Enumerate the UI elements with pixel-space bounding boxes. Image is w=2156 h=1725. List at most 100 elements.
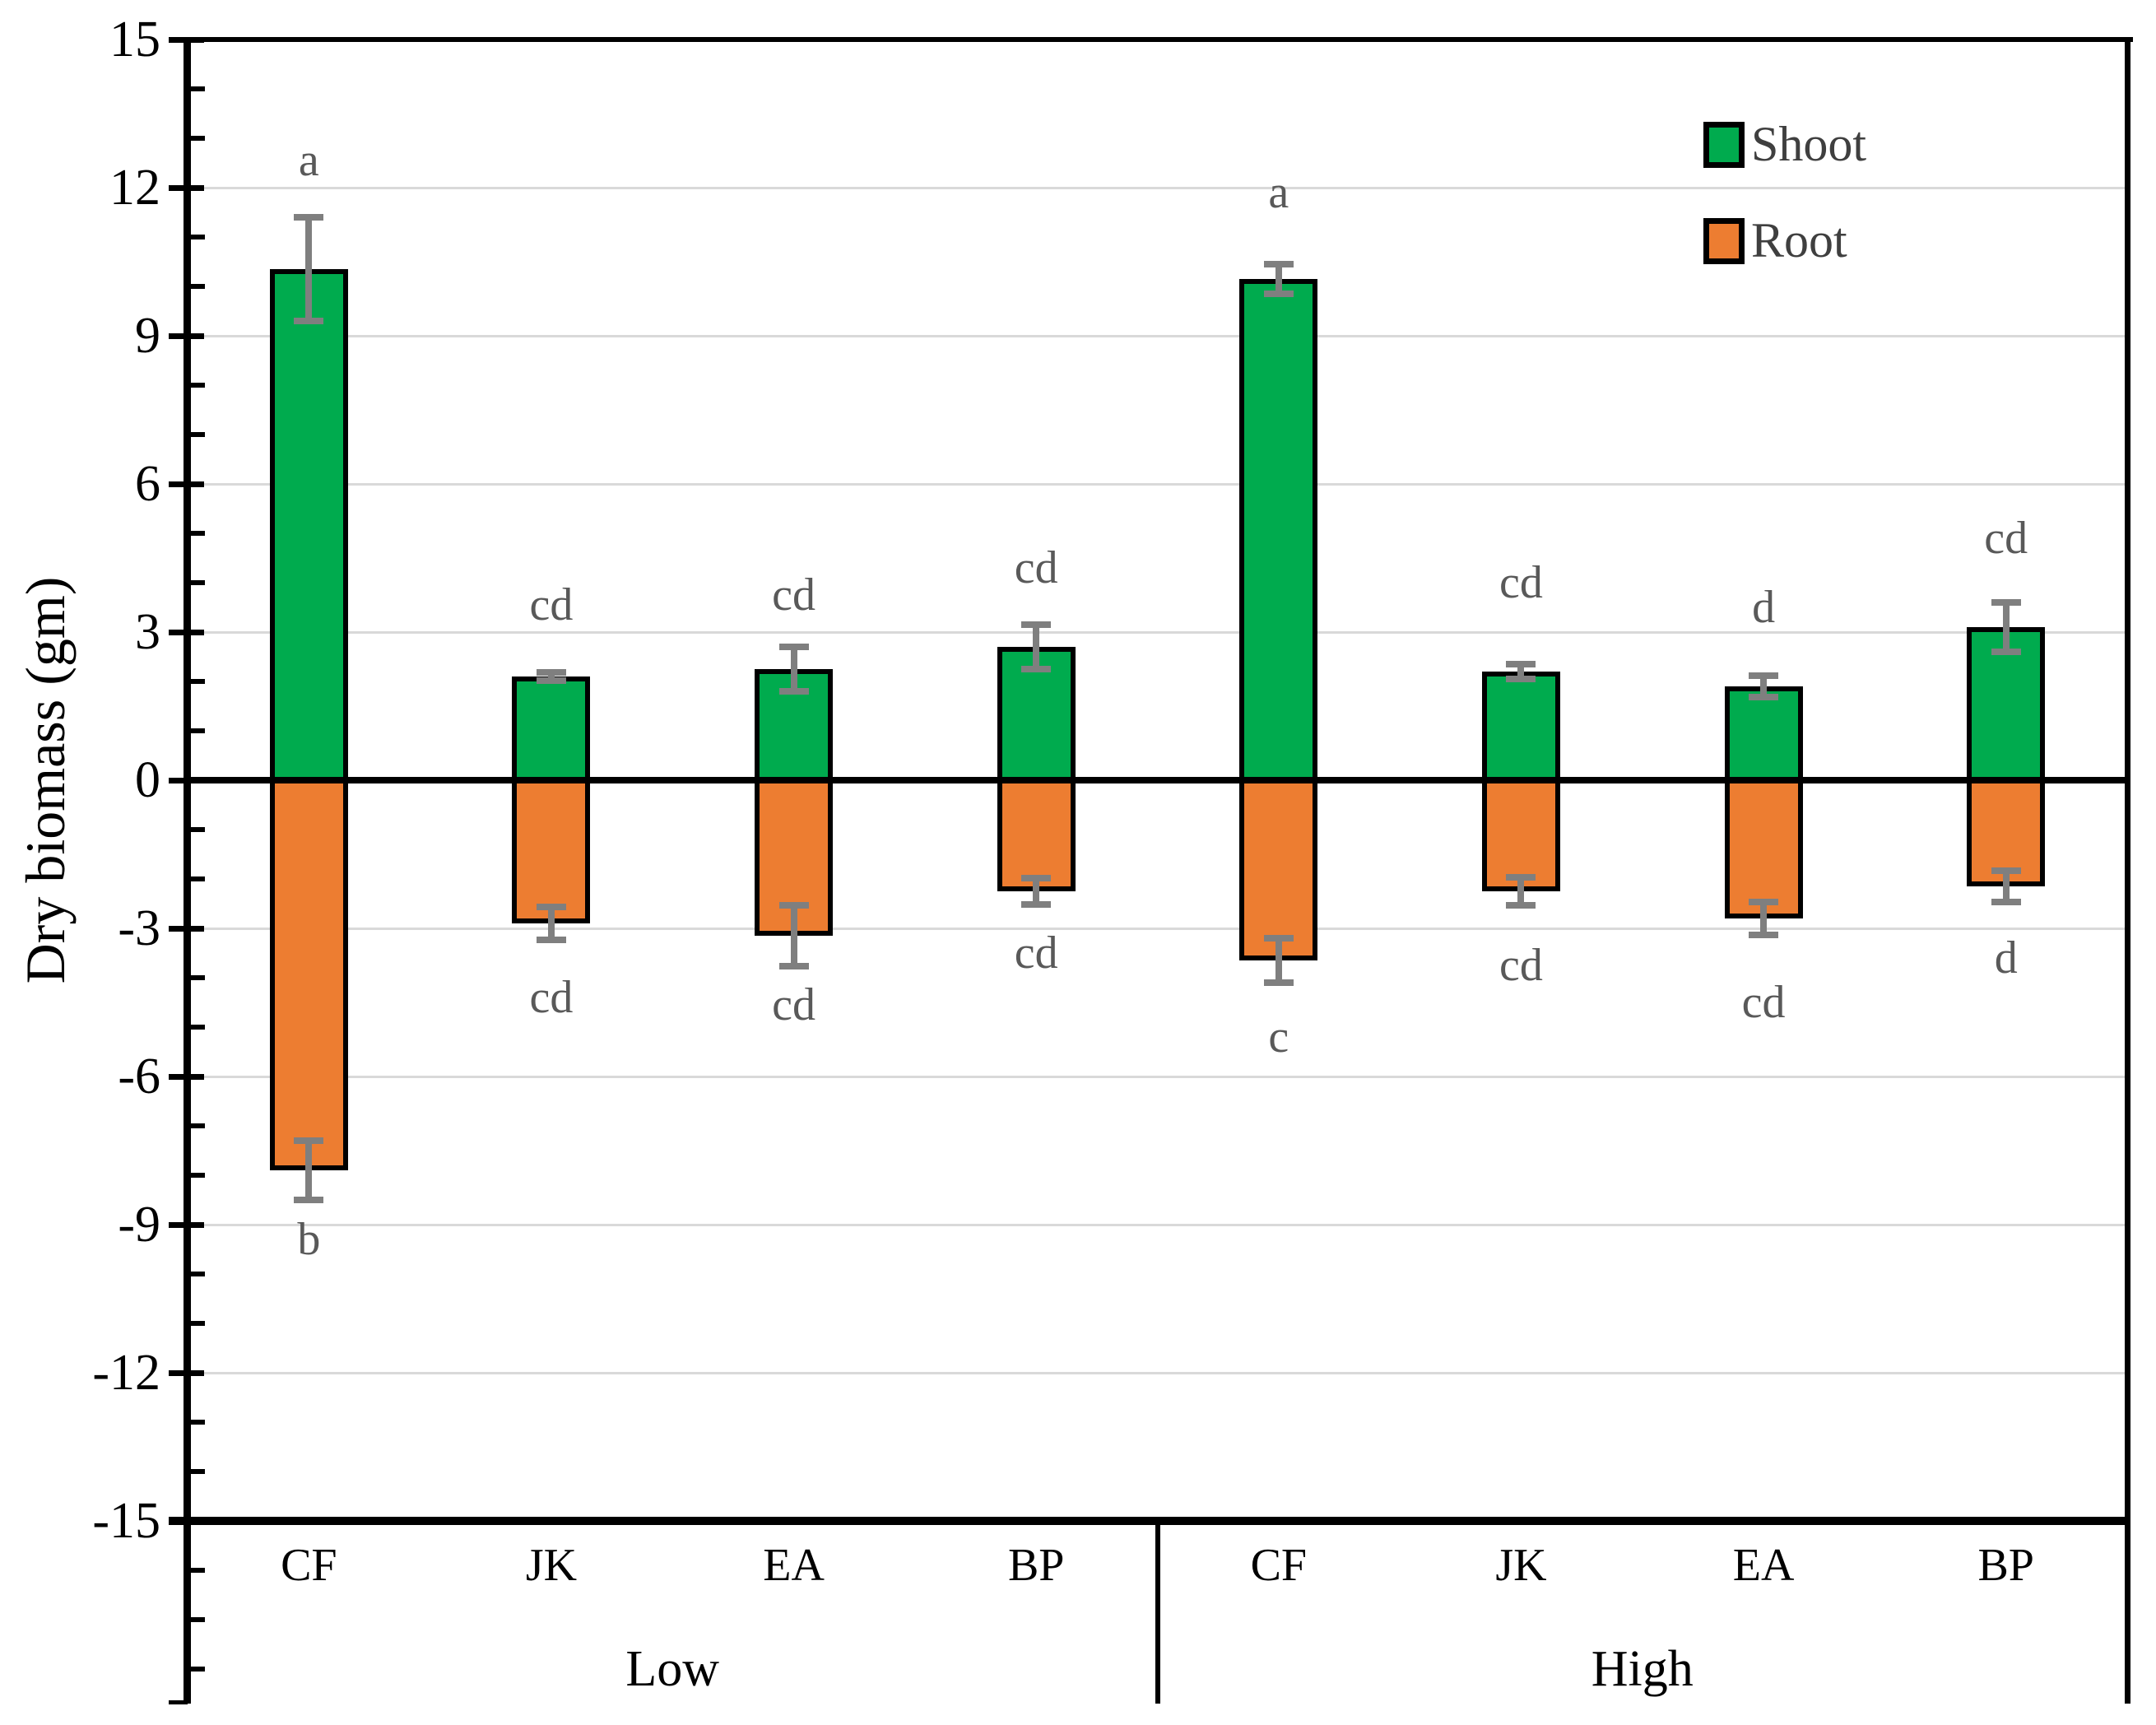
x-category-label: BP	[1977, 1540, 2034, 1591]
shoot-error-cap-lower	[778, 688, 809, 695]
y-tick-label: -12	[92, 1345, 160, 1401]
root-bar	[512, 777, 591, 923]
significance-letter-root: d	[1994, 932, 2018, 983]
y-minor-tick	[188, 1420, 205, 1425]
root-error-cap-upper	[1021, 875, 1052, 882]
y-tick-label: 0	[135, 752, 160, 808]
y-minor-tick	[188, 728, 205, 733]
y-minor-tick	[188, 1173, 205, 1178]
shoot-bar	[1481, 672, 1560, 783]
shoot-error-bar	[790, 647, 797, 691]
gridline	[188, 334, 2127, 337]
group-separator-line	[1155, 1521, 1160, 1704]
y-major-tick	[169, 1518, 204, 1524]
y-axis-title: Dry biomass (gm)	[14, 576, 77, 984]
root-error-bar	[1033, 878, 1040, 904]
significance-letter-shoot: a	[1268, 167, 1289, 218]
y-tick-label: 15	[109, 12, 160, 67]
root-error-cap-lower	[1991, 899, 2021, 906]
significance-letter-shoot: cd	[772, 570, 815, 621]
y-major-tick	[169, 184, 204, 191]
shoot-error-bar	[547, 672, 555, 681]
y-minor-tick	[188, 827, 205, 832]
significance-letter-root: cd	[1741, 977, 1786, 1028]
shoot-error-cap-upper	[1749, 672, 1779, 679]
root-error-cap-lower	[1749, 931, 1779, 938]
y-minor-tick	[188, 1469, 205, 1474]
root-error-bar	[1517, 877, 1525, 905]
y-tick-label: 12	[109, 160, 160, 216]
y-major-tick	[169, 481, 204, 487]
root-error-cap-lower	[1263, 979, 1294, 986]
significance-letter-root: cd	[529, 972, 574, 1023]
gridline	[188, 482, 2127, 486]
significance-letter-shoot: a	[298, 135, 319, 186]
root-error-cap-upper	[536, 903, 566, 910]
shoot-error-cap-lower	[536, 677, 566, 684]
x-category-label: CF	[1250, 1540, 1308, 1591]
shoot-error-cap-upper	[1506, 661, 1536, 667]
y-minor-tick	[188, 284, 205, 289]
shoot-error-cap-upper	[294, 214, 324, 221]
y-minor-tick	[188, 1123, 205, 1128]
significance-letter-root: cd	[1499, 940, 1543, 991]
y-major-tick	[169, 925, 204, 932]
shoot-error-bar	[1760, 675, 1768, 698]
gridline	[188, 1371, 2127, 1374]
shoot-bar	[1239, 279, 1318, 783]
shoot-error-cap-lower	[1991, 649, 2021, 655]
significance-letter-root: b	[297, 1214, 321, 1265]
legend: Shoot Root	[1679, 115, 2123, 296]
shoot-bar	[1724, 686, 1803, 783]
root-bar	[1724, 777, 1803, 918]
shoot-error-cap-upper	[778, 644, 809, 650]
significance-letter-shoot: d	[1752, 582, 1776, 633]
y-minor-tick	[188, 383, 205, 388]
y-major-tick	[169, 777, 204, 783]
root-error-bar	[305, 1141, 313, 1200]
legend-item-shoot: Shoot	[1679, 115, 2123, 181]
y-major-tick	[169, 1369, 204, 1376]
shoot-bar	[269, 269, 348, 783]
x-category-label: CF	[281, 1540, 337, 1591]
gridline	[188, 1075, 2127, 1078]
gridline	[188, 630, 2127, 634]
y-major-tick	[169, 36, 204, 43]
shoot-error-cap-lower	[1263, 291, 1294, 297]
gridline	[188, 186, 2127, 189]
y-tick-label: -3	[118, 900, 160, 956]
y-tick-label: 3	[135, 604, 160, 660]
x-group-label: Low	[625, 1641, 720, 1697]
x-group-label: High	[1591, 1641, 1694, 1697]
significance-letter-shoot: cd	[529, 579, 574, 630]
shoot-error-bar	[1033, 625, 1040, 669]
y-tick-label: -6	[118, 1048, 160, 1104]
shoot-error-cap-lower	[294, 318, 324, 324]
y-major-tick	[169, 1073, 204, 1080]
y-axis-line	[184, 37, 191, 1704]
legend-label-root: Root	[1751, 213, 1847, 267]
y-minor-tick	[188, 975, 205, 980]
x-category-label: EA	[763, 1540, 825, 1591]
shoot-error-bar	[305, 217, 313, 321]
y-minor-tick	[188, 876, 205, 881]
y-axis-end-tick	[169, 1700, 188, 1704]
root-error-bar	[790, 904, 797, 967]
y-minor-tick	[188, 432, 205, 437]
y-minor-tick	[188, 86, 205, 91]
significance-letter-shoot: cd	[1984, 513, 2028, 564]
shoot-error-cap-upper	[1021, 621, 1052, 628]
legend-label-shoot: Shoot	[1751, 117, 1867, 171]
y-minor-tick	[188, 679, 205, 684]
y-tick-label: 6	[135, 456, 160, 512]
shoot-error-bar	[1275, 264, 1282, 294]
shoot-error-bar	[1517, 664, 1525, 679]
root-bar	[997, 777, 1076, 891]
y-minor-tick	[188, 1321, 205, 1326]
x-axis-line	[169, 1517, 2127, 1525]
root-error-cap-upper	[1263, 935, 1294, 942]
x-category-label: EA	[1732, 1540, 1795, 1591]
gridline	[188, 1223, 2127, 1226]
root-error-cap-lower	[1021, 900, 1052, 908]
